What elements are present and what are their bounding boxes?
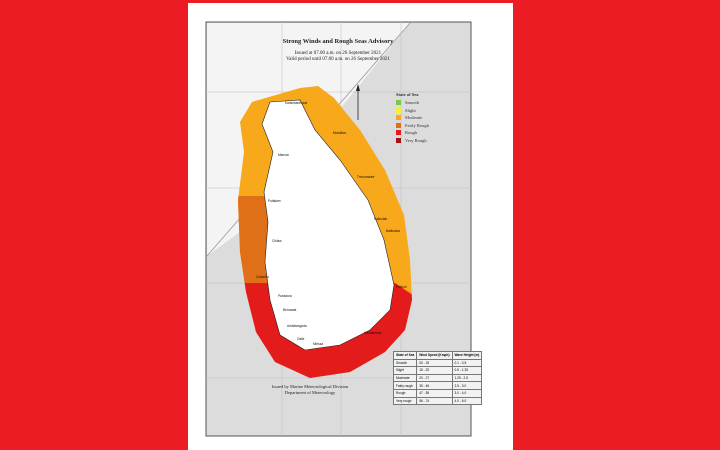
sri-lanka-landmass: [261, 99, 395, 351]
north-arrow-icon: [356, 84, 360, 120]
sea-state-table: State of Sea Wind Speed (Kmph) Wave Height…: [392, 351, 483, 406]
map-title: Strong Winds and Rough Seas Advisory: [282, 38, 394, 45]
place-label: Kalkudah: [374, 217, 388, 221]
legend-item: Rough: [396, 129, 429, 137]
place-label: Puttalam: [268, 199, 281, 203]
issued-text: Issued at 07.00 a.m. on 26 September 202…: [294, 51, 382, 56]
place-label: Ambalangoda: [287, 324, 307, 328]
table-row: Smooth 00 - 15 0.1 - 0.5: [392, 358, 483, 368]
zone-fairly-rough: [238, 196, 268, 284]
place-label: Pottuvil: [396, 285, 407, 289]
legend-item: Very Rough: [396, 137, 429, 145]
legend-item: Fairly Rough: [396, 122, 429, 130]
table-row: Slight 15 - 20 0.5 - 1.25: [392, 366, 483, 375]
place-label: Batticaloa: [386, 229, 400, 233]
legend-item: Moderate: [396, 114, 429, 122]
table-row: Moderate 20 - 27 1.25 - 2.5: [392, 373, 483, 383]
table-row: Fairly rough 35 - 46 2.5 - 3.0: [392, 381, 483, 390]
footer-issuer: Issued by Marine Meteorological Division: [271, 384, 349, 389]
place-label: Beruwala: [283, 308, 297, 312]
legend: State of Sea Smooth Slight Moderate Fair…: [396, 92, 429, 144]
place-label: Galle: [297, 337, 305, 341]
place-label: Chilaw: [272, 239, 282, 243]
valid-text: Valid period until 07.00 a.m. on 26 Sept…: [286, 57, 390, 62]
place-label: Mullaitivu: [333, 131, 347, 135]
place-label: Kankesanthurai: [285, 101, 308, 105]
place-label: Mannar: [278, 153, 289, 157]
place-label: Hambantota: [364, 331, 382, 335]
place-label: Colombo: [256, 275, 269, 279]
table-row: Very rough 56 - 74 4.0 - 6.0: [392, 396, 483, 406]
place-label: Trincomalee: [357, 175, 375, 179]
legend-item: Smooth: [396, 99, 429, 107]
footer-department: Department of Meteorology: [284, 390, 336, 395]
place-label: Panadura: [278, 294, 292, 298]
table-row: Rough 47 - 55 3.0 - 4.0: [392, 388, 483, 398]
place-label: Mirissa: [313, 342, 324, 346]
legend-item: Slight: [396, 107, 429, 115]
legend-title: State of Sea: [396, 92, 419, 97]
